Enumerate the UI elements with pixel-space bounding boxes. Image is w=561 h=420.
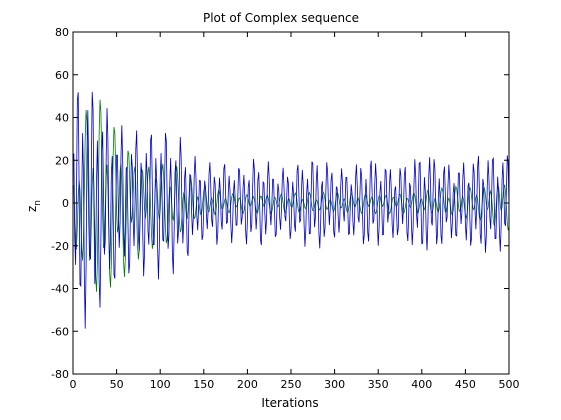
x-tick-label: 250 (281, 378, 302, 391)
x-tick-label: 350 (368, 378, 389, 391)
y-tick-label: -20 (51, 240, 69, 253)
series-line-2 (73, 91, 510, 329)
y-tick-label: 0 (62, 197, 69, 210)
x-tick-label: 450 (455, 378, 476, 391)
tick-layer (72, 31, 510, 375)
chart-title: Plot of Complex sequence (203, 11, 359, 25)
x-tick-label: 0 (70, 378, 77, 391)
y-axis-label-main: z (25, 206, 39, 212)
y-tick-label: 80 (55, 26, 69, 39)
y-tick-label: -60 (51, 325, 69, 338)
x-tick-label: 150 (193, 378, 214, 391)
x-tick-label: 200 (237, 378, 258, 391)
y-axis-label: zn (25, 200, 43, 212)
y-tick-label: 60 (55, 69, 69, 82)
y-tick-label: 20 (55, 154, 69, 167)
y-tick-label: -80 (51, 368, 69, 381)
x-tick-label: 400 (411, 378, 432, 391)
series-layer (73, 91, 510, 329)
x-tick-label: 100 (150, 378, 171, 391)
y-axis-label-subscript: n (33, 200, 43, 206)
x-axis-label: Iterations (261, 396, 318, 410)
series-line-1 (73, 99, 510, 292)
x-tick-label: 500 (499, 378, 520, 391)
x-tick-label: 50 (110, 378, 124, 391)
y-tick-label: -40 (51, 283, 69, 296)
tick-label-layer: 0 50 100 150 200 250 300 350 400 450 500-80-60-40-… (51, 26, 519, 391)
y-tick-label: 40 (55, 112, 69, 125)
plot-frame (72, 31, 510, 375)
x-tick-label: 300 (324, 378, 345, 391)
